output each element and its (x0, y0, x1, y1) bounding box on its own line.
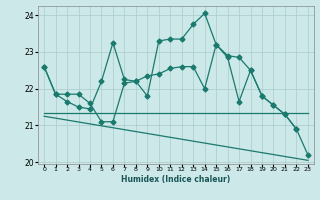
X-axis label: Humidex (Indice chaleur): Humidex (Indice chaleur) (121, 175, 231, 184)
